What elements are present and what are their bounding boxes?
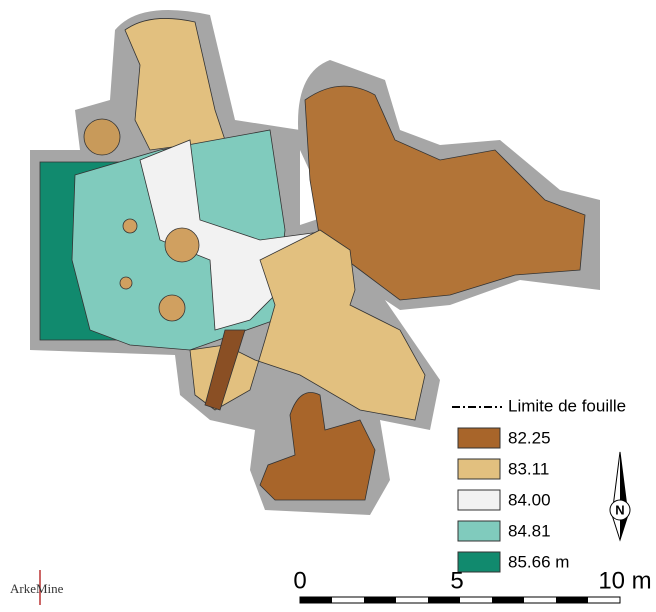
boundary-label: Limite de fouille [508, 396, 626, 415]
legend-label: 82.25 [508, 428, 551, 447]
logo-text: ArkeMine [10, 581, 64, 596]
north-arrow: N [610, 452, 630, 540]
legend-label: 84.00 [508, 490, 551, 509]
legend-label: 83.11 [508, 459, 549, 478]
legend: Limite de fouille 82.25 83.11 84.00 84.81 85… [452, 396, 626, 572]
scale-label: 5 [450, 567, 463, 594]
pit [165, 228, 199, 262]
north-label: N [615, 502, 624, 517]
legend-swatch [458, 552, 500, 572]
legend-swatch [458, 521, 500, 541]
pit [159, 295, 185, 321]
arrow-half [620, 452, 628, 540]
legend-label: 85.66 m [508, 552, 569, 571]
site-plan: Limite de fouille 82.25 83.11 84.00 84.81 85… [0, 0, 656, 607]
legend-swatch [458, 459, 500, 479]
scale-segment [492, 597, 524, 603]
scale-segment [428, 597, 460, 603]
legend-swatch [458, 428, 500, 448]
logo: ArkeMine [10, 570, 64, 605]
pit [123, 219, 137, 233]
pit [120, 277, 132, 289]
scale-segment [364, 597, 396, 603]
scale-label: 0 [293, 567, 306, 594]
legend-label: 84.81 [508, 521, 551, 540]
scale-label: 10 m [598, 567, 651, 594]
scale-bar: 0 5 10 m [293, 567, 651, 603]
scale-segment [300, 597, 332, 603]
scale-segment [556, 597, 588, 603]
legend-swatch [458, 490, 500, 510]
pit [84, 119, 120, 155]
